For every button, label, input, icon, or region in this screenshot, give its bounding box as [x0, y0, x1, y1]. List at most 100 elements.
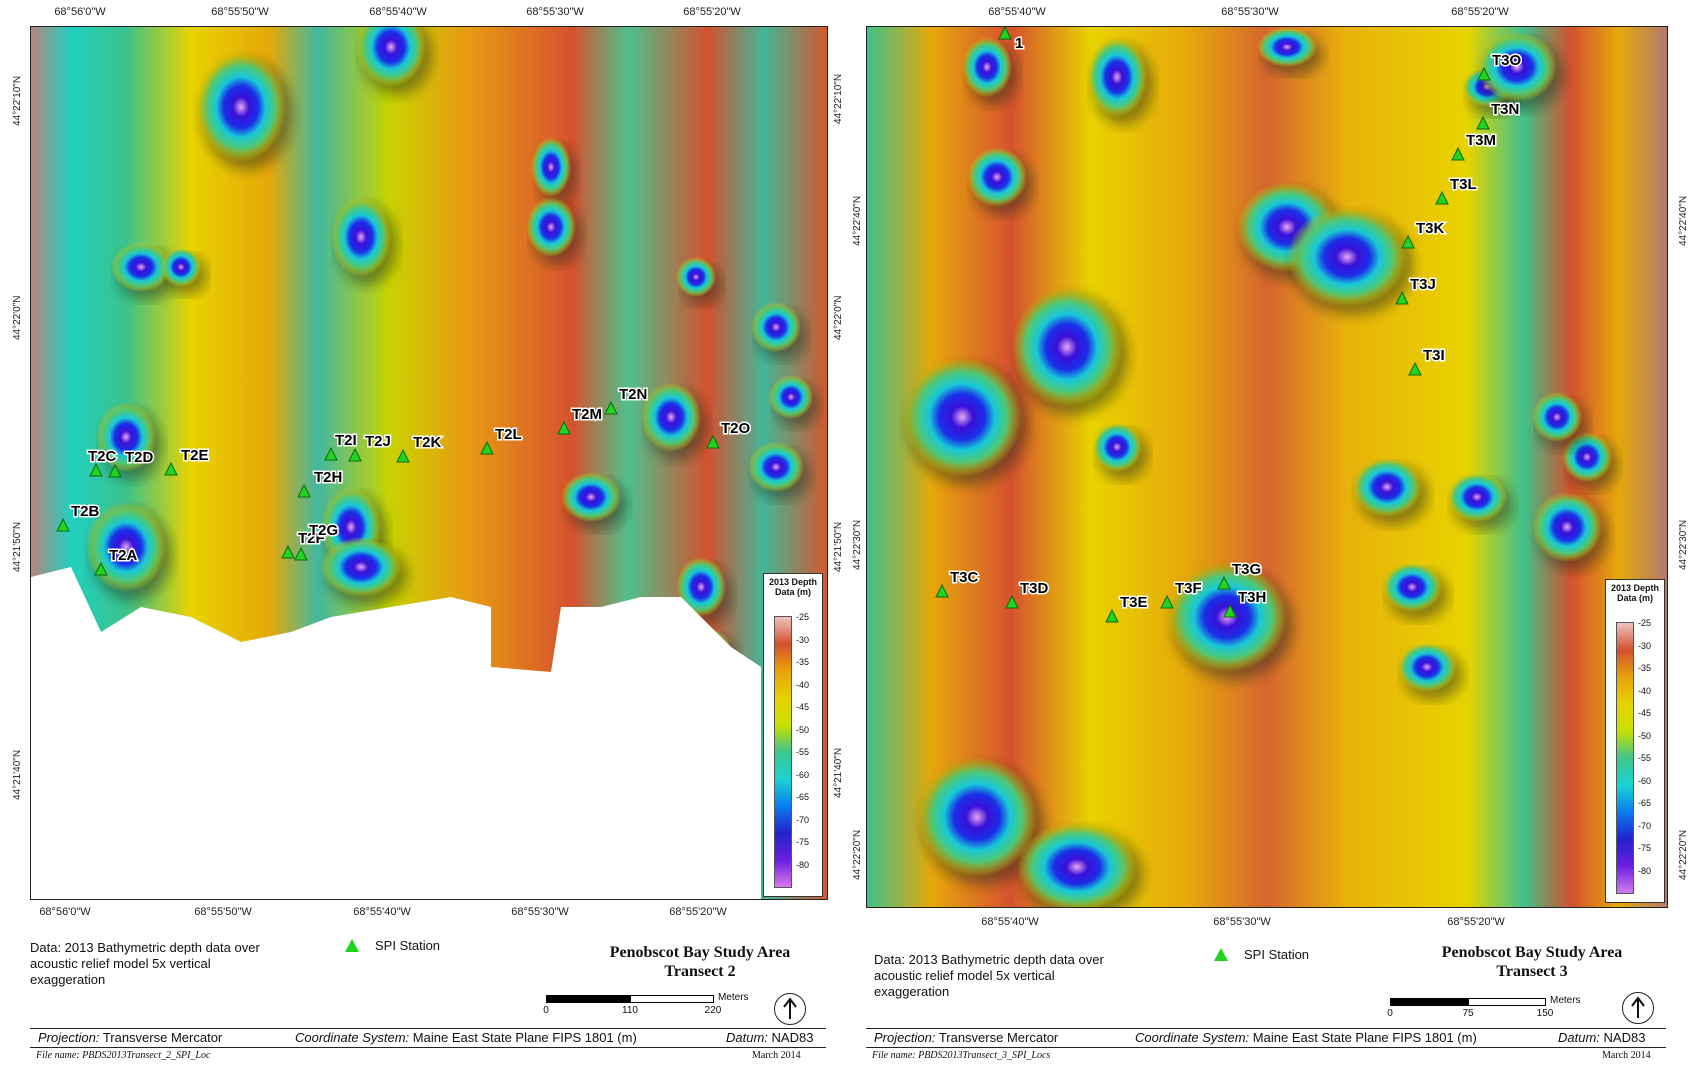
- station-label: T3D: [1020, 580, 1049, 597]
- depression: [1017, 822, 1137, 907]
- depression: [751, 302, 801, 352]
- station-label: T3N: [1491, 101, 1519, 118]
- station-label: T2I: [335, 432, 357, 449]
- data-caption: Data: 2013 Bathymetric depth data over a…: [874, 952, 1104, 999]
- station-t3i[interactable]: T3I: [1408, 346, 1446, 376]
- depression: [962, 37, 1012, 97]
- legend-value: -65: [1638, 798, 1652, 808]
- longitude-tick-label: 68°55'40"W: [353, 906, 411, 918]
- map-title-line2: Transect 2: [664, 963, 736, 980]
- station-t2h[interactable]: T2H: [297, 468, 344, 498]
- station-t3f[interactable]: T3F: [1160, 579, 1203, 609]
- station-marker-icon: [1435, 190, 1449, 205]
- station-marker-icon: [1476, 115, 1490, 130]
- depression: [769, 375, 813, 419]
- station-marker-icon: [1477, 66, 1491, 81]
- map-title-line1: Penobscot Bay Study Area: [609, 944, 791, 961]
- station-t2k[interactable]: T2K: [396, 433, 443, 463]
- station-t2e[interactable]: T2E: [164, 446, 210, 476]
- depression: [1092, 422, 1142, 472]
- station-marker-icon: [1105, 608, 1119, 623]
- legend-value: -70: [796, 814, 810, 825]
- station-t2a[interactable]: T2A: [94, 546, 139, 576]
- station-label: T2O: [721, 420, 751, 437]
- station-t3k[interactable]: T3K: [1401, 219, 1446, 249]
- station-1[interactable]: 1: [998, 27, 1025, 54]
- transect-3-panel: 1 T3C T3D T3E T3F T3G T3H T3I T3J T3K T3L T3M T3N T3O…: [852, 0, 1694, 1065]
- legend-value: -30: [1638, 640, 1652, 651]
- depression: [356, 27, 426, 87]
- scale-unit: Meters: [718, 992, 749, 1003]
- depth-legend: 2013 Depth Data (m) -25 -30 -35 -40 -45 -50 -5…: [763, 573, 823, 897]
- station-t2m[interactable]: T2M: [557, 405, 604, 435]
- station-label: T2B: [71, 503, 100, 520]
- longitude-tick-label: 68°56'0"W: [39, 906, 91, 918]
- legend-value: -25: [796, 612, 810, 622]
- depression: [1477, 32, 1557, 102]
- station-t2j[interactable]: T2J: [348, 432, 392, 462]
- legend-value: -40: [1638, 685, 1652, 696]
- depression: [967, 147, 1027, 207]
- station-t3e[interactable]: T3E: [1105, 593, 1149, 623]
- latitude-tick-label: 44°22'40"N: [852, 195, 863, 246]
- station-t2n[interactable]: T2N: [604, 385, 649, 415]
- legend-value: -25: [1638, 618, 1652, 628]
- station-t3n[interactable]: T3N: [1476, 100, 1521, 130]
- station-marker-icon: [1005, 594, 1019, 609]
- longitude-tick-label: 68°55'50"W: [211, 6, 269, 18]
- station-label: T2A: [109, 547, 138, 564]
- depression: [1352, 457, 1422, 517]
- station-marker-icon: [604, 400, 618, 415]
- station-t2b[interactable]: T2B: [56, 502, 101, 532]
- legend-value: -55: [796, 747, 810, 757]
- station-t2l[interactable]: T2L: [480, 425, 523, 455]
- station-label: T2M: [572, 406, 602, 423]
- station-t2d[interactable]: T2D: [108, 448, 155, 478]
- station-t3d[interactable]: T3D: [1005, 579, 1050, 609]
- longitude-tick-label: 68°55'30"W: [1213, 916, 1271, 928]
- station-t2i[interactable]: T2I: [324, 431, 358, 461]
- station-t2c[interactable]: T2C: [87, 447, 118, 477]
- station-t2o[interactable]: T2O: [706, 419, 752, 449]
- datum-info: Datum: NAD83: [726, 1030, 814, 1045]
- station-label: T2G: [309, 522, 338, 539]
- station-marker-icon: [108, 463, 122, 478]
- station-t2g[interactable]: T2G: [294, 521, 340, 561]
- north-arrow-icon: [1622, 992, 1654, 1024]
- depression: [676, 257, 716, 297]
- station-label: T3O: [1492, 52, 1522, 69]
- longitude-tick-label: 68°55'20"W: [669, 906, 727, 918]
- legend-value: -40: [796, 679, 810, 690]
- station-t3l[interactable]: T3L: [1435, 175, 1478, 205]
- longitude-tick-label: 68°55'40"W: [988, 6, 1046, 18]
- legend-value: -50: [796, 724, 810, 735]
- map-date: March 2014: [752, 1050, 801, 1061]
- legend-color-ramp: [774, 616, 792, 888]
- station-marker-icon: [1401, 234, 1415, 249]
- station-t3g[interactable]: T3G: [1217, 560, 1263, 590]
- station-label: T2C: [88, 448, 117, 465]
- station-t3h[interactable]: T3H: [1223, 588, 1268, 618]
- depression: [1447, 472, 1507, 522]
- station-marker-icon: [56, 517, 70, 532]
- station-t3o[interactable]: T3O: [1477, 51, 1523, 81]
- station-marker-icon: [297, 483, 311, 498]
- latitude-tick-label: 44°21'50"N: [12, 521, 23, 572]
- depression: [86, 502, 166, 592]
- legend-value: -55: [1638, 753, 1652, 763]
- station-marker-icon: [1395, 290, 1409, 305]
- depression: [676, 557, 726, 617]
- legend-value: -45: [1638, 708, 1652, 718]
- station-t3c[interactable]: T3C: [935, 568, 980, 598]
- station-label: T3G: [1232, 561, 1261, 578]
- depression: [917, 757, 1037, 877]
- station-marker-icon: [480, 440, 494, 455]
- station-t3j[interactable]: T3J: [1395, 275, 1437, 305]
- map-title: Penobscot Bay Study Area Transect 3: [1412, 943, 1652, 981]
- station-t2f[interactable]: T2F: [281, 529, 326, 559]
- station-t3m[interactable]: T3M: [1451, 131, 1498, 161]
- longitude-tick-label: 68°55'30"W: [1221, 6, 1279, 18]
- station-label: T3H: [1238, 589, 1266, 606]
- legend-value: -70: [1638, 820, 1652, 831]
- spi-station-key: SPI Station: [1214, 947, 1309, 962]
